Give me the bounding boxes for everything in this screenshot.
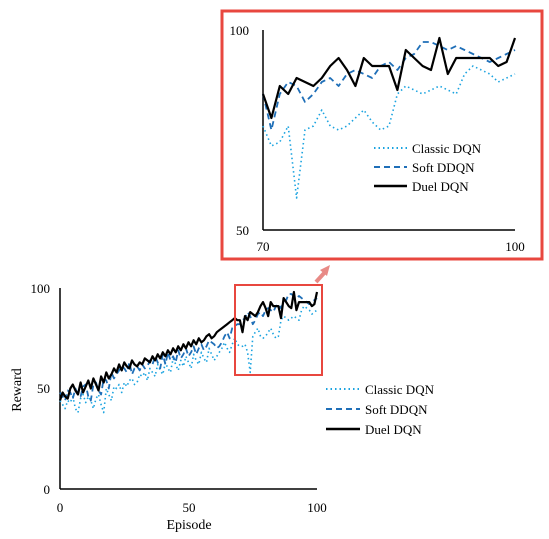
main-series-group bbox=[58, 290, 319, 414]
main-ytick-label: 0 bbox=[44, 482, 51, 497]
zoom-legend-label-duel-dqn: Duel DQN bbox=[412, 179, 469, 194]
series-line-classic-dqn bbox=[262, 65, 516, 199]
main-xtick-label: 100 bbox=[307, 500, 327, 515]
main-ytick-label: 100 bbox=[31, 281, 51, 296]
zoom-ytick-label: 100 bbox=[230, 23, 250, 38]
arrow-head bbox=[320, 265, 330, 276]
legend-label-soft-ddqn: Soft DDQN bbox=[365, 402, 428, 417]
main-ytick-label: 50 bbox=[37, 381, 50, 396]
zoom-ytick-label: 50 bbox=[236, 223, 249, 238]
zoom-xtick-label: 100 bbox=[505, 239, 525, 254]
series-line-soft-ddqn bbox=[59, 293, 318, 402]
zoom-connector-arrow bbox=[314, 265, 330, 284]
zoom-plot-area bbox=[261, 30, 517, 231]
legend-label-duel-dqn: Duel DQN bbox=[365, 422, 422, 437]
main-legend: Classic DQN Soft DDQN Duel DQN bbox=[326, 382, 435, 437]
series-line-classic-dqn bbox=[59, 305, 318, 414]
zoom-legend-label-soft-ddqn: Soft DDQN bbox=[412, 160, 475, 175]
main-xtick-label: 50 bbox=[183, 500, 196, 515]
legend-label-classic-dqn: Classic DQN bbox=[365, 382, 435, 397]
main-xtick-label: 0 bbox=[57, 500, 64, 515]
main-chart: 100 50 0 0 50 100 Episode Reward Classic… bbox=[10, 281, 435, 533]
series-line-duel-dqn bbox=[58, 290, 319, 401]
series-line-duel-dqn bbox=[261, 36, 517, 120]
zoom-inset-frame bbox=[220, 9, 544, 261]
zoom-highlight-box bbox=[234, 284, 323, 376]
zoom-xtick-label: 70 bbox=[257, 239, 270, 254]
main-plot-area bbox=[58, 284, 323, 490]
main-y-axis-title: Reward bbox=[10, 368, 25, 412]
zoom-legend-label-classic-dqn: Classic DQN bbox=[412, 141, 482, 156]
zoom-tick-labels: 100 50 70 100 bbox=[230, 23, 525, 254]
zoom-legend: Classic DQN Soft DDQN Duel DQN bbox=[374, 141, 482, 194]
zoom-series-group bbox=[261, 36, 517, 199]
main-tick-labels: 100 50 0 0 50 100 bbox=[31, 281, 327, 515]
series-line-soft-ddqn bbox=[262, 41, 516, 131]
zoom-inset: 100 50 70 100 Classic DQN Soft DDQN Duel… bbox=[220, 9, 544, 261]
main-x-axis-title: Episode bbox=[166, 518, 211, 533]
